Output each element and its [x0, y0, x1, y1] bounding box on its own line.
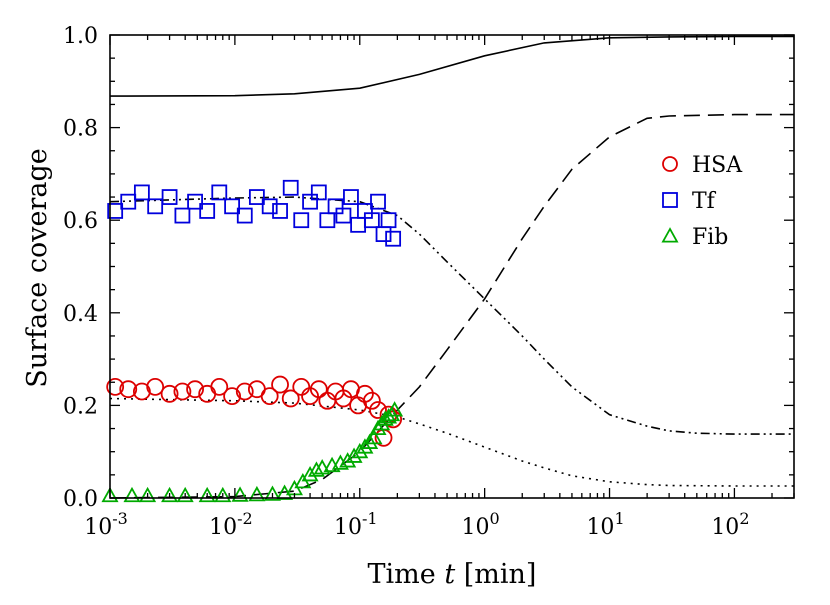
- tf-marker: [319, 212, 336, 229]
- fib-marker: [369, 419, 387, 436]
- tf-marker: [363, 212, 380, 229]
- y-tick-labels: 0.0 0.2 0.4 0.6 0.8 1.0: [63, 24, 98, 512]
- fib-marker: [161, 486, 179, 503]
- legend-marker-fib: [661, 227, 679, 243]
- legend-label-hsa: HSA: [692, 153, 743, 178]
- curve-solid: [109, 35, 794, 97]
- hsa-marker: [210, 377, 229, 396]
- hsa-marker: [271, 375, 289, 394]
- hsa-marker: [106, 377, 125, 396]
- curve-dotted: [109, 397, 794, 487]
- x-axis-title: Time t [min]: [368, 559, 537, 590]
- fib-marker: [176, 486, 194, 503]
- fib-marker: [198, 486, 216, 503]
- tf-marker: [161, 189, 178, 205]
- tf-marker: [310, 184, 327, 201]
- tf-marker: [335, 207, 352, 224]
- tf-marker: [385, 230, 402, 247]
- tf-marker: [272, 203, 288, 219]
- fib-marker: [101, 486, 119, 503]
- fib-marker: [361, 433, 379, 449]
- tf-marker: [282, 179, 299, 196]
- x-tick-label: 10-3: [84, 509, 128, 540]
- fib-marker: [376, 410, 394, 426]
- hsa-marker: [362, 391, 381, 410]
- fib-marker: [231, 486, 249, 502]
- fib-marker: [313, 459, 331, 475]
- fib-marker: [331, 454, 349, 470]
- tf-marker: [248, 189, 265, 205]
- hsa-marker: [356, 384, 374, 403]
- tf-marker: [261, 198, 278, 215]
- hsa-marker: [132, 382, 151, 401]
- x-tick-labels: 10-3 10-2 10-1 100 101 102: [84, 509, 749, 540]
- fib-marker: [307, 461, 325, 477]
- tf-marker: [370, 193, 386, 210]
- tf-marker: [174, 207, 191, 224]
- hsa-marker: [223, 387, 242, 406]
- hsa-marker: [186, 380, 204, 399]
- legend-label-fib: Fib: [692, 225, 728, 250]
- tf-marker: [107, 203, 124, 219]
- tf-marker: [343, 189, 359, 205]
- x-tick-label: 101: [586, 509, 624, 540]
- hsa-marker: [235, 382, 254, 401]
- x-tick-label: 10-1: [334, 509, 378, 540]
- tf-marker: [293, 212, 310, 229]
- hsa-marker: [292, 377, 311, 396]
- fib-marker: [263, 485, 282, 501]
- legend: HSA Tf Fib: [661, 153, 743, 250]
- y-tick-label: 0.2: [63, 394, 98, 419]
- tf-marker: [120, 193, 137, 210]
- tf-marker: [211, 184, 228, 201]
- tf-marker: [236, 207, 253, 224]
- axis-ticks: [109, 34, 795, 499]
- curve-dashed: [109, 113, 794, 499]
- tf-marker: [199, 203, 216, 219]
- hsa-marker: [160, 384, 179, 403]
- hsa-marker: [173, 382, 192, 401]
- x-tick-label: 102: [711, 509, 749, 540]
- fib-marker: [345, 447, 363, 463]
- fib-marker: [356, 438, 374, 454]
- hsa-marker: [119, 380, 138, 399]
- fib-marker: [386, 401, 404, 417]
- tf-marker: [375, 226, 392, 242]
- model-curves: [109, 35, 794, 499]
- y-tick-label: 0.6: [63, 209, 98, 234]
- data-markers: [101, 179, 404, 503]
- y-tick-label: 0.0: [63, 487, 98, 512]
- fib-marker: [123, 486, 141, 503]
- plot-area: [101, 35, 794, 503]
- fib-marker: [301, 465, 319, 482]
- fib-marker: [365, 428, 383, 445]
- tf-marker: [302, 193, 318, 210]
- tf-marker: [133, 184, 150, 201]
- legend-marker-hsa: [662, 156, 678, 172]
- y-tick-label: 0.4: [63, 302, 98, 327]
- fib-marker: [248, 485, 266, 502]
- tf-marker: [187, 193, 203, 210]
- fib-marker: [351, 442, 369, 459]
- fib-marker: [139, 486, 157, 503]
- legend-label-tf: Tf: [692, 189, 717, 214]
- tf-marker: [147, 198, 164, 215]
- x-tick-label: 100: [462, 509, 500, 540]
- y-tick-label: 1.0: [63, 24, 98, 49]
- fib-marker: [339, 452, 357, 468]
- hsa-marker: [146, 377, 165, 396]
- hsa-marker: [369, 401, 387, 419]
- hsa-marker: [281, 389, 300, 408]
- tf-marker: [350, 216, 367, 233]
- tf-marker: [380, 212, 397, 229]
- fib-marker: [214, 486, 232, 503]
- tf-marker: [224, 198, 241, 215]
- x-tick-label: 10-2: [209, 509, 253, 540]
- y-tick-label: 0.8: [63, 117, 98, 142]
- y-axis-title: Surface coverage: [22, 148, 53, 387]
- hsa-marker: [260, 387, 279, 406]
- hsa-marker: [309, 380, 328, 399]
- legend-marker-tf: [662, 192, 678, 208]
